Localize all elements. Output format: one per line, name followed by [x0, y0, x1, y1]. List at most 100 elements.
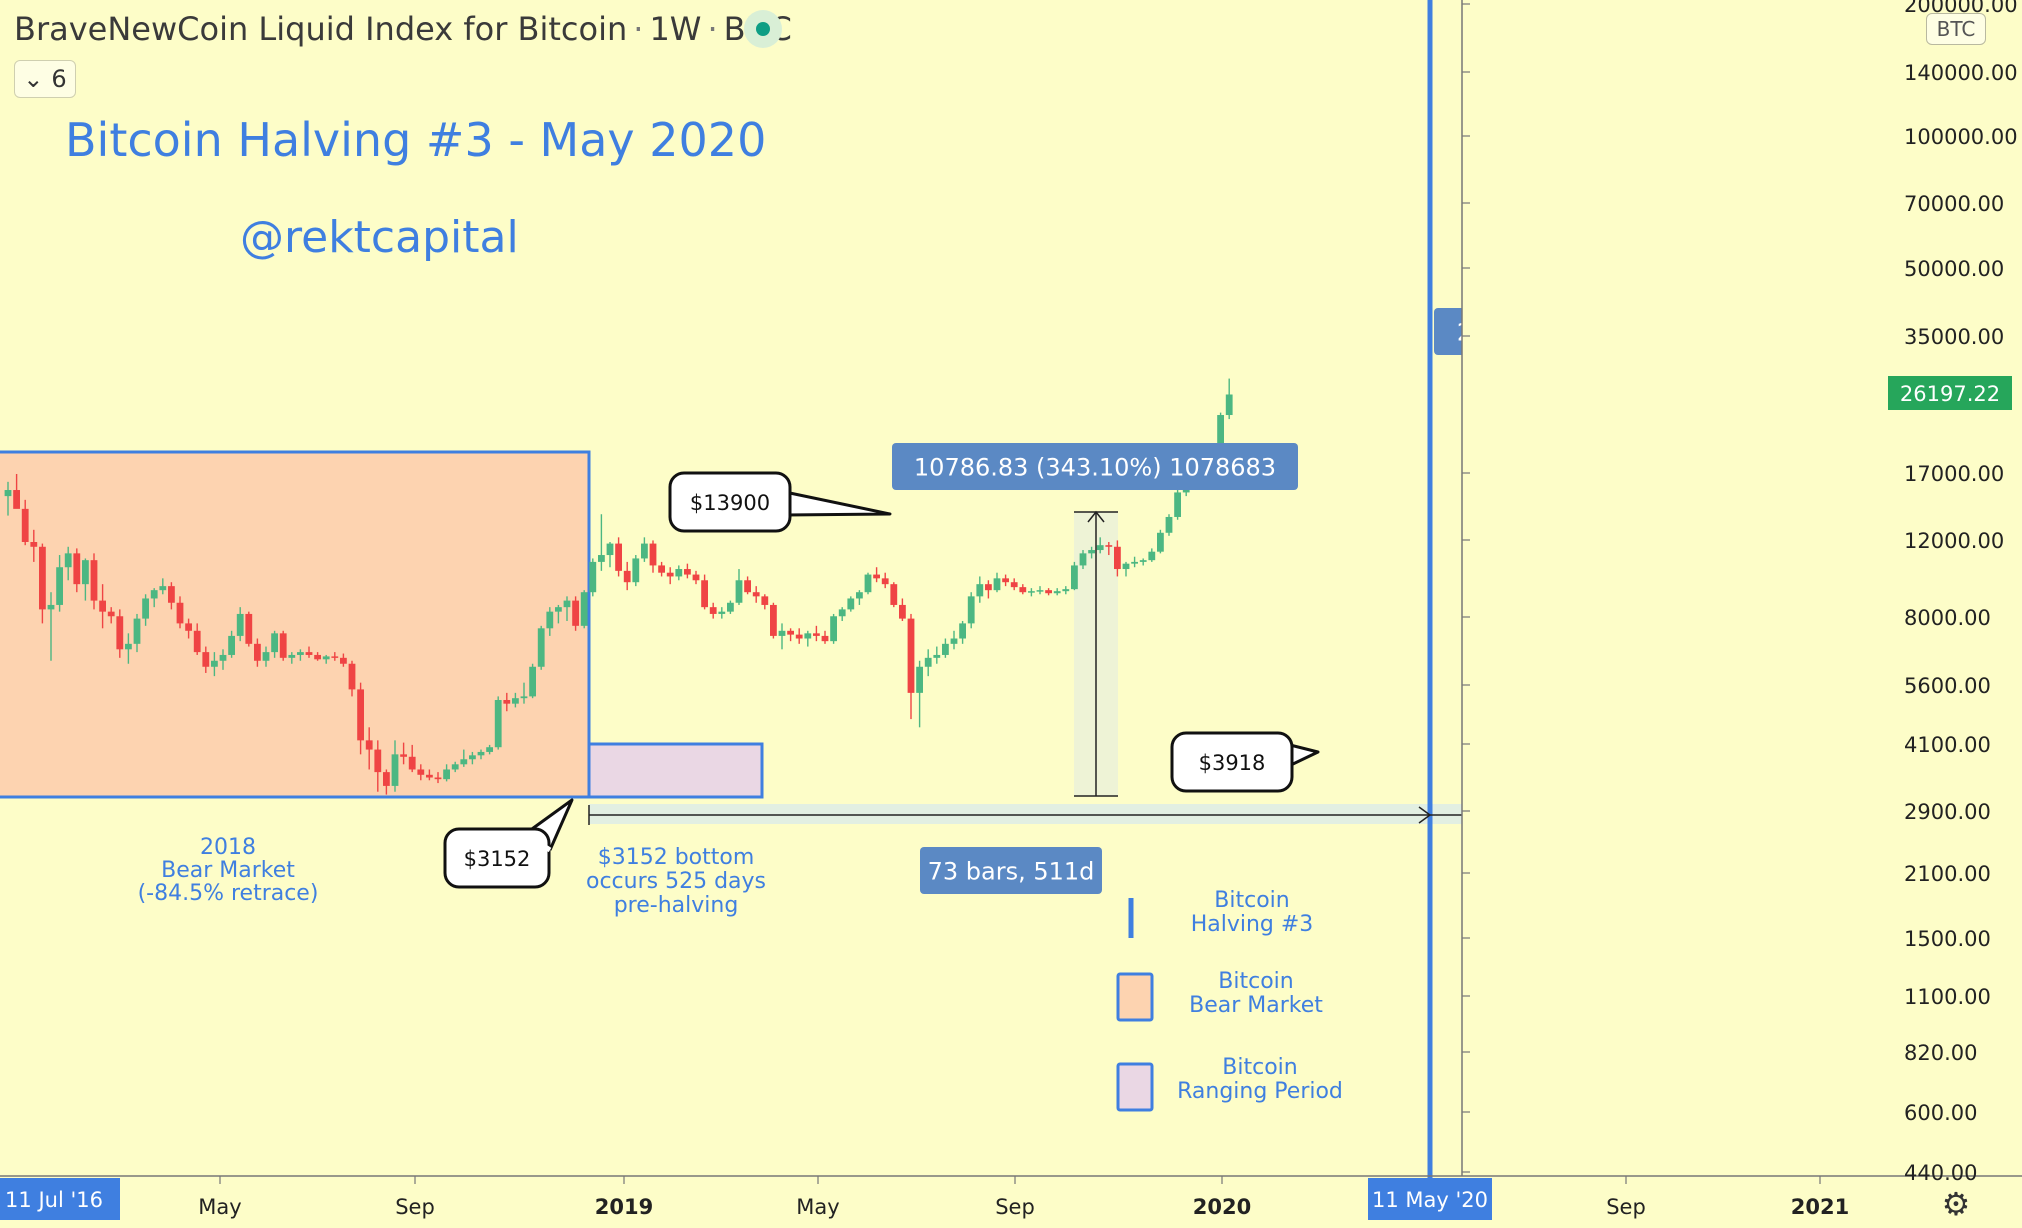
- candle-body: [761, 596, 769, 605]
- price-tick-label: 100000.00: [1904, 125, 2018, 149]
- candle-body: [529, 666, 536, 697]
- candle-body: [718, 611, 726, 614]
- candle-body: [331, 656, 339, 658]
- candle-body: [47, 604, 55, 610]
- candle-body: [348, 663, 356, 690]
- candle-body: [236, 613, 244, 636]
- candle-body: [933, 654, 941, 658]
- symbol-header[interactable]: BraveNewCoin Liquid Index for Bitcoin · 1W…: [14, 10, 792, 48]
- bottom-note: pre-halving: [614, 893, 739, 918]
- candle-body: [1114, 546, 1121, 570]
- interval-label: 1W: [649, 10, 702, 48]
- time-tick-label: 2021: [1791, 1195, 1849, 1219]
- candle-body: [99, 600, 106, 612]
- indicators-collapse-button[interactable]: ⌄ 6: [14, 60, 76, 98]
- candle-body: [4, 490, 12, 497]
- candle-body: [881, 578, 889, 585]
- candle-body: [1122, 563, 1130, 570]
- candle-body: [658, 565, 665, 573]
- candle-body: [494, 699, 502, 748]
- candle-body: [1010, 582, 1018, 588]
- price-tick-label: 35000.00: [1904, 325, 2004, 349]
- gear-icon[interactable]: ⚙: [1941, 1185, 1971, 1223]
- candle-body: [486, 747, 493, 752]
- candle-body: [73, 553, 81, 585]
- candle-body: [202, 652, 210, 667]
- time-range-arrowhead: [1418, 806, 1432, 824]
- candle-body: [976, 584, 984, 597]
- candle-body: [434, 777, 442, 780]
- candle-body: [340, 657, 347, 664]
- candle-body: [211, 660, 218, 667]
- candle-body: [692, 574, 700, 581]
- price-tick-label: 2100.00: [1904, 862, 1991, 886]
- candle-body: [322, 656, 330, 660]
- last-price-tag: [1888, 376, 2012, 410]
- time-tick-label: 2020: [1193, 1195, 1251, 1219]
- indicator-count: 6: [51, 65, 67, 93]
- legend-label-bear: Bear Market: [1189, 993, 1323, 1018]
- candle-body: [838, 609, 846, 617]
- candle-body: [1165, 516, 1173, 533]
- candle-body: [383, 772, 390, 786]
- price-tick-label: 140000.00: [1904, 61, 2018, 85]
- candle-body: [985, 584, 992, 591]
- candle-body: [787, 630, 794, 635]
- time-tick-label: Sep: [395, 1195, 435, 1219]
- author-handle: @rektcapital: [240, 212, 519, 263]
- candle-body: [1217, 415, 1224, 458]
- time-tick-label: May: [796, 1195, 839, 1219]
- candle-body: [271, 633, 278, 653]
- candle-body: [709, 607, 717, 614]
- price-tick-label: 440.00: [1904, 1161, 1977, 1185]
- price-tick-label: 5600.00: [1904, 674, 1991, 698]
- candle-body: [1225, 394, 1233, 416]
- candle-body: [770, 604, 777, 636]
- candle-body: [813, 633, 820, 636]
- legend-label-range: Ranging Period: [1177, 1079, 1343, 1104]
- time-tick-label: Sep: [995, 1195, 1035, 1219]
- time-tick-label: May: [198, 1195, 241, 1219]
- candle-body: [950, 638, 958, 644]
- candle-body: [606, 543, 614, 556]
- candle-body: [469, 755, 476, 760]
- candle-body: [39, 546, 46, 610]
- candle-body: [228, 635, 235, 655]
- symbol-name: BraveNewCoin Liquid Index for Bitcoin: [14, 10, 628, 48]
- market-status-indicator[interactable]: [744, 10, 782, 48]
- legend-range-swatch: [1116, 1062, 1154, 1112]
- start-date-label: 11 Jul '16: [5, 1188, 103, 1212]
- candle-body: [417, 769, 425, 775]
- candle-body: [90, 560, 98, 601]
- candle-body: [357, 689, 364, 741]
- candle-body: [890, 584, 898, 605]
- header-separator: ·: [707, 10, 718, 48]
- price-tick-label: 4100.00: [1904, 733, 1991, 757]
- legend-label-line: Bitcoin: [1214, 888, 1289, 913]
- candle-body: [64, 553, 72, 568]
- callout-13900-tail: [784, 490, 892, 517]
- candle-body: [967, 596, 975, 624]
- legend-bear-swatch: [1116, 972, 1154, 1022]
- candle-body: [993, 578, 1001, 591]
- candle-body: [1088, 550, 1095, 554]
- candle-body: [1071, 565, 1078, 590]
- range-label-pre-box: [920, 847, 1102, 894]
- candle-body: [1002, 578, 1009, 583]
- candle-body: [297, 652, 304, 655]
- candle-body: [546, 611, 554, 629]
- candle-body: [632, 558, 640, 583]
- candle-body: [864, 574, 872, 593]
- candle-body: [752, 592, 760, 597]
- candle-body: [1139, 560, 1147, 562]
- candle-body: [615, 543, 622, 571]
- header-separator: ·: [633, 10, 644, 48]
- price-tick-label: 1500.00: [1904, 927, 1991, 951]
- candle-body: [830, 616, 837, 642]
- bear-market-zone: [0, 450, 591, 799]
- bottom-note: occurs 525 days: [586, 869, 766, 894]
- candle-body: [279, 633, 287, 658]
